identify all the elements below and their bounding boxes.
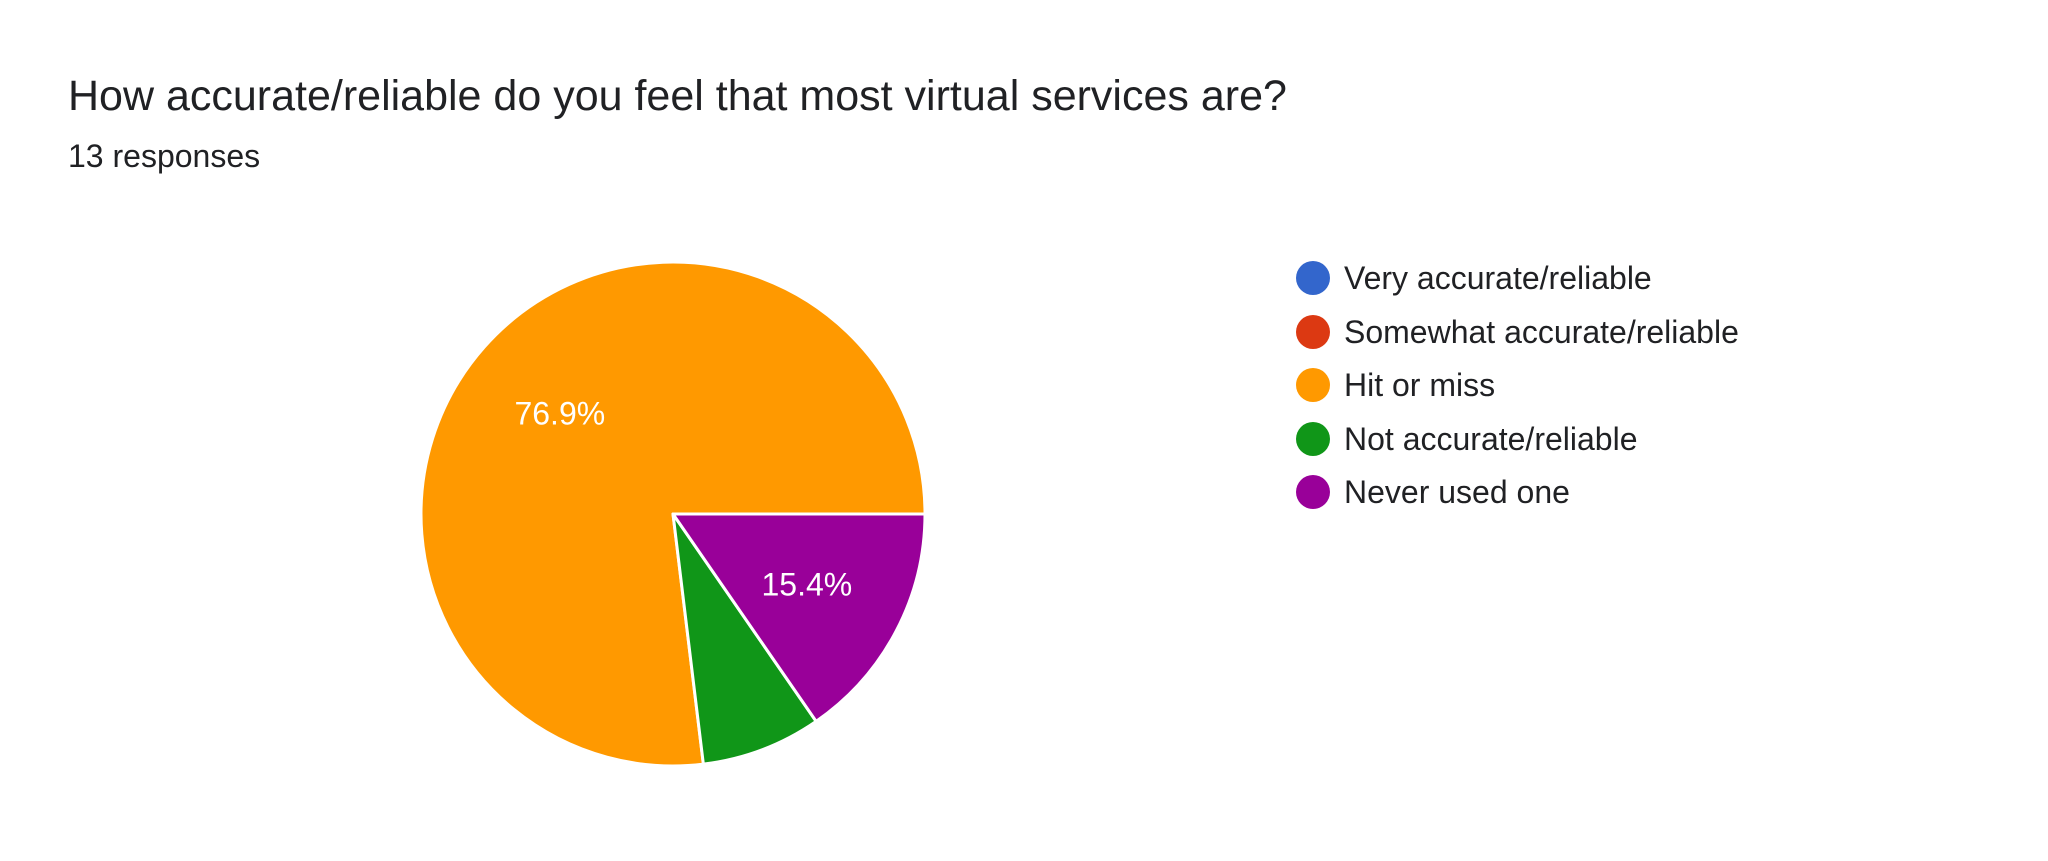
- legend-label: Not accurate/reliable: [1344, 420, 1638, 457]
- legend-label: Somewhat accurate/reliable: [1344, 313, 1739, 350]
- legend-item-never-used-one[interactable]: Never used one: [1296, 472, 1739, 512]
- slice-label-hit-or-miss: 76.9%: [514, 396, 605, 432]
- legend-label: Never used one: [1344, 474, 1570, 510]
- legend-swatch-icon: [1296, 368, 1330, 402]
- legend-item-somewhat-accurate-reliable[interactable]: Somewhat accurate/reliable: [1296, 312, 1739, 352]
- legend-item-not-accurate-reliable[interactable]: Not accurate/reliable: [1296, 419, 1739, 459]
- legend-item-very-accurate-reliable[interactable]: Very accurate/reliable: [1296, 258, 1739, 298]
- legend-item-hit-or-miss[interactable]: Hit or miss: [1296, 365, 1739, 405]
- pie-slice-never-used-one[interactable]: [671, 512, 927, 723]
- pie-slice-not-accurate-reliable[interactable]: [671, 512, 818, 766]
- chart-legend: Very accurate/reliable Somewhat accurate/…: [1296, 258, 1739, 526]
- legend-swatch-icon: [1296, 314, 1330, 349]
- legend-swatch-icon: [1296, 261, 1330, 295]
- response-count: 13 responses: [68, 138, 261, 174]
- legend-swatch-icon: [1296, 421, 1330, 456]
- legend-label: Hit or miss: [1344, 367, 1496, 403]
- legend-label: Very accurate/reliable: [1344, 260, 1652, 296]
- question-title: How accurate/reliable do you feel that m…: [68, 72, 1287, 120]
- slice-label-never-used-one: 15.4%: [762, 566, 853, 602]
- legend-swatch-icon: [1296, 475, 1330, 509]
